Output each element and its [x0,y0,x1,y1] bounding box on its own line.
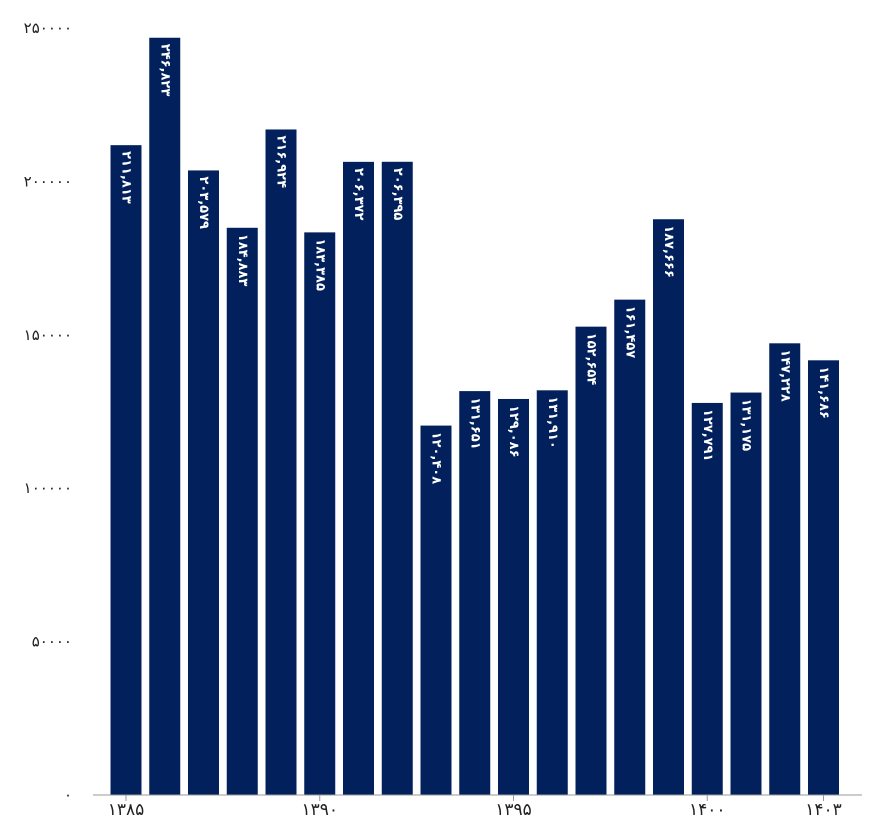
bar-0 [110,145,142,795]
bar-7 [381,161,413,795]
bar-data-label-17: ۱۴۷,۲۲۸ [777,349,792,402]
y-tick-label-4: ۲۰۰۰۰۰ [24,172,72,190]
x-tick-label-1: ۱۳۹۰ [301,800,338,820]
x-tick-label-4: ۱۴۰۳ [805,800,842,820]
bar-4 [265,129,297,795]
bar-1 [149,37,181,796]
y-tick-label-0: ۰ [64,786,72,804]
bar-11 [536,390,568,795]
bar-data-label-18: ۱۴۱,۶۸۶ [816,366,831,419]
bar-10 [498,398,529,795]
bar-data-label-0: ۲۱۱,۸۱۳ [119,151,134,204]
bar-3 [226,227,258,796]
y-tick-label-3: ۱۵۰۰۰۰ [24,326,72,344]
bar-data-label-5: ۱۸۳,۳۸۵ [312,238,327,291]
x-tick-label-3: ۱۴۰۰ [689,800,726,820]
bar-data-label-1: ۲۴۶,۸۲۳ [157,44,172,97]
x-axis: ۱۳۸۵ ۱۳۹۰ ۱۳۹۵ ۱۴۰۰ ۱۴۰۳ [93,794,862,820]
bar-13 [614,299,646,795]
y-axis: ۰ ۵۰۰۰۰ ۱۰۰۰۰۰ ۱۵۰۰۰۰ ۲۰۰۰۰۰ ۲۵۰۰۰۰ [24,19,72,804]
bar-6 [343,161,374,795]
bar-15 [691,402,723,795]
x-tick-label-0: ۱۳۸۵ [108,800,145,820]
bar-data-label-11: ۱۳۱,۹۱۰ [545,396,560,449]
bar-18 [808,360,839,795]
y-tick-label-1: ۵۰۰۰۰ [32,633,72,651]
bar-data-label-16: ۱۳۱,۱۷۵ [739,399,754,452]
y-tick-label-5: ۲۵۰۰۰۰ [24,19,72,37]
bar-data-label-14: ۱۸۷,۶۶۶ [661,225,676,278]
bar-9 [459,391,491,795]
bar-12 [575,326,607,795]
bar-data-label-2: ۲۰۳,۵۷۹ [196,176,211,229]
bar-data-label-9: ۱۳۱,۶۵۱ [467,397,482,450]
bar-data-label-10: ۱۲۹,۰۸۶ [506,405,521,458]
bar-data-label-6: ۲۰۶,۳۷۲ [351,168,366,221]
bar-data-label-12: ۱۵۲,۶۵۴ [584,333,599,386]
bar-5 [304,232,336,795]
bar-16 [730,392,762,795]
bar-data-label-7: ۲۰۶,۳۹۵ [390,168,405,221]
bar-data-label-3: ۱۸۴,۸۸۳ [235,234,250,287]
bar-14 [653,219,684,795]
y-tick-label-2: ۱۰۰۰۰۰ [24,479,72,497]
bar-2 [188,170,219,796]
bar-data-label-13: ۱۶۱,۴۵۷ [622,306,637,359]
bar-17 [769,343,801,795]
bar-8 [420,425,452,795]
bar-data-label-15: ۱۲۷,۷۹۱ [700,409,715,462]
bars-group: ۲۱۱,۸۱۳ ۲۴۶,۸۲۳ ۲۰۳,۵۷۹ ۱۸۴,۸۸۳ ۲۱۶,۹۲۴ ۱۸۳,۳… [110,37,839,796]
x-tick-label-2: ۱۳۹۵ [495,800,532,820]
bar-data-label-4: ۲۱۶,۹۲۴ [274,135,289,188]
bar-data-label-8: ۱۲۰,۴۰۸ [429,432,444,485]
